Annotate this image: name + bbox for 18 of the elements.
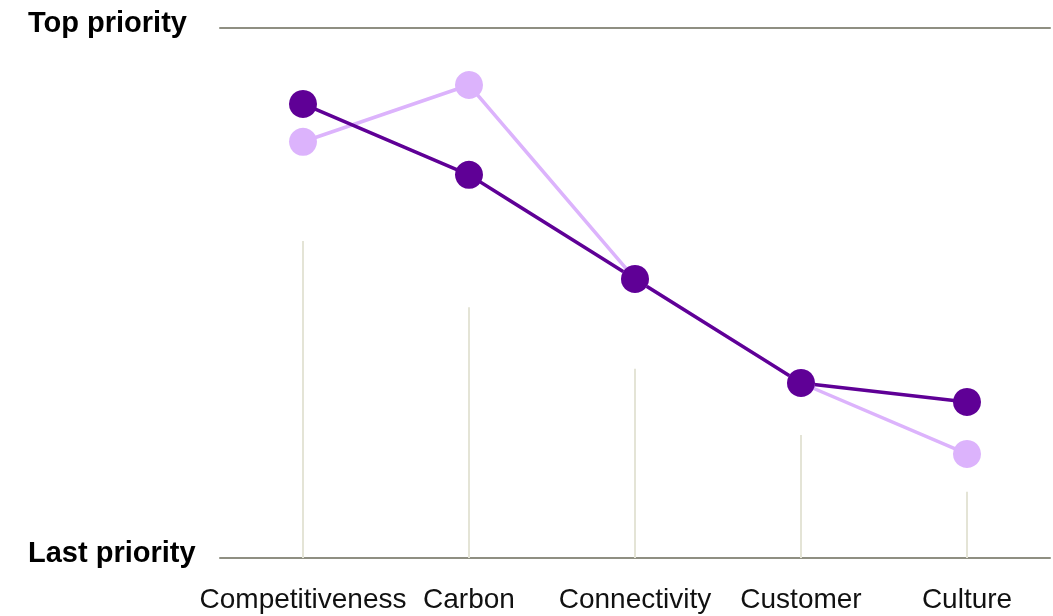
point: [289, 127, 317, 156]
bar: [800, 435, 802, 558]
bar: [302, 241, 304, 558]
x-tick-label: Culture: [921, 582, 1013, 614]
bar: [966, 491, 968, 558]
point: [289, 89, 317, 118]
x-tick-label: Customer: [740, 582, 862, 614]
point: [953, 387, 981, 416]
x-tick-label: Competitiveness: [199, 582, 407, 614]
x-tick-label: Connectivity: [558, 582, 712, 614]
point: [455, 71, 483, 99]
bar: [634, 368, 636, 558]
point: [953, 439, 981, 468]
point: [455, 160, 483, 189]
x-tick-label: Carbon: [423, 582, 515, 614]
text: Top priority: [28, 5, 187, 38]
text: Last priority: [28, 535, 196, 568]
bar: [468, 307, 470, 558]
